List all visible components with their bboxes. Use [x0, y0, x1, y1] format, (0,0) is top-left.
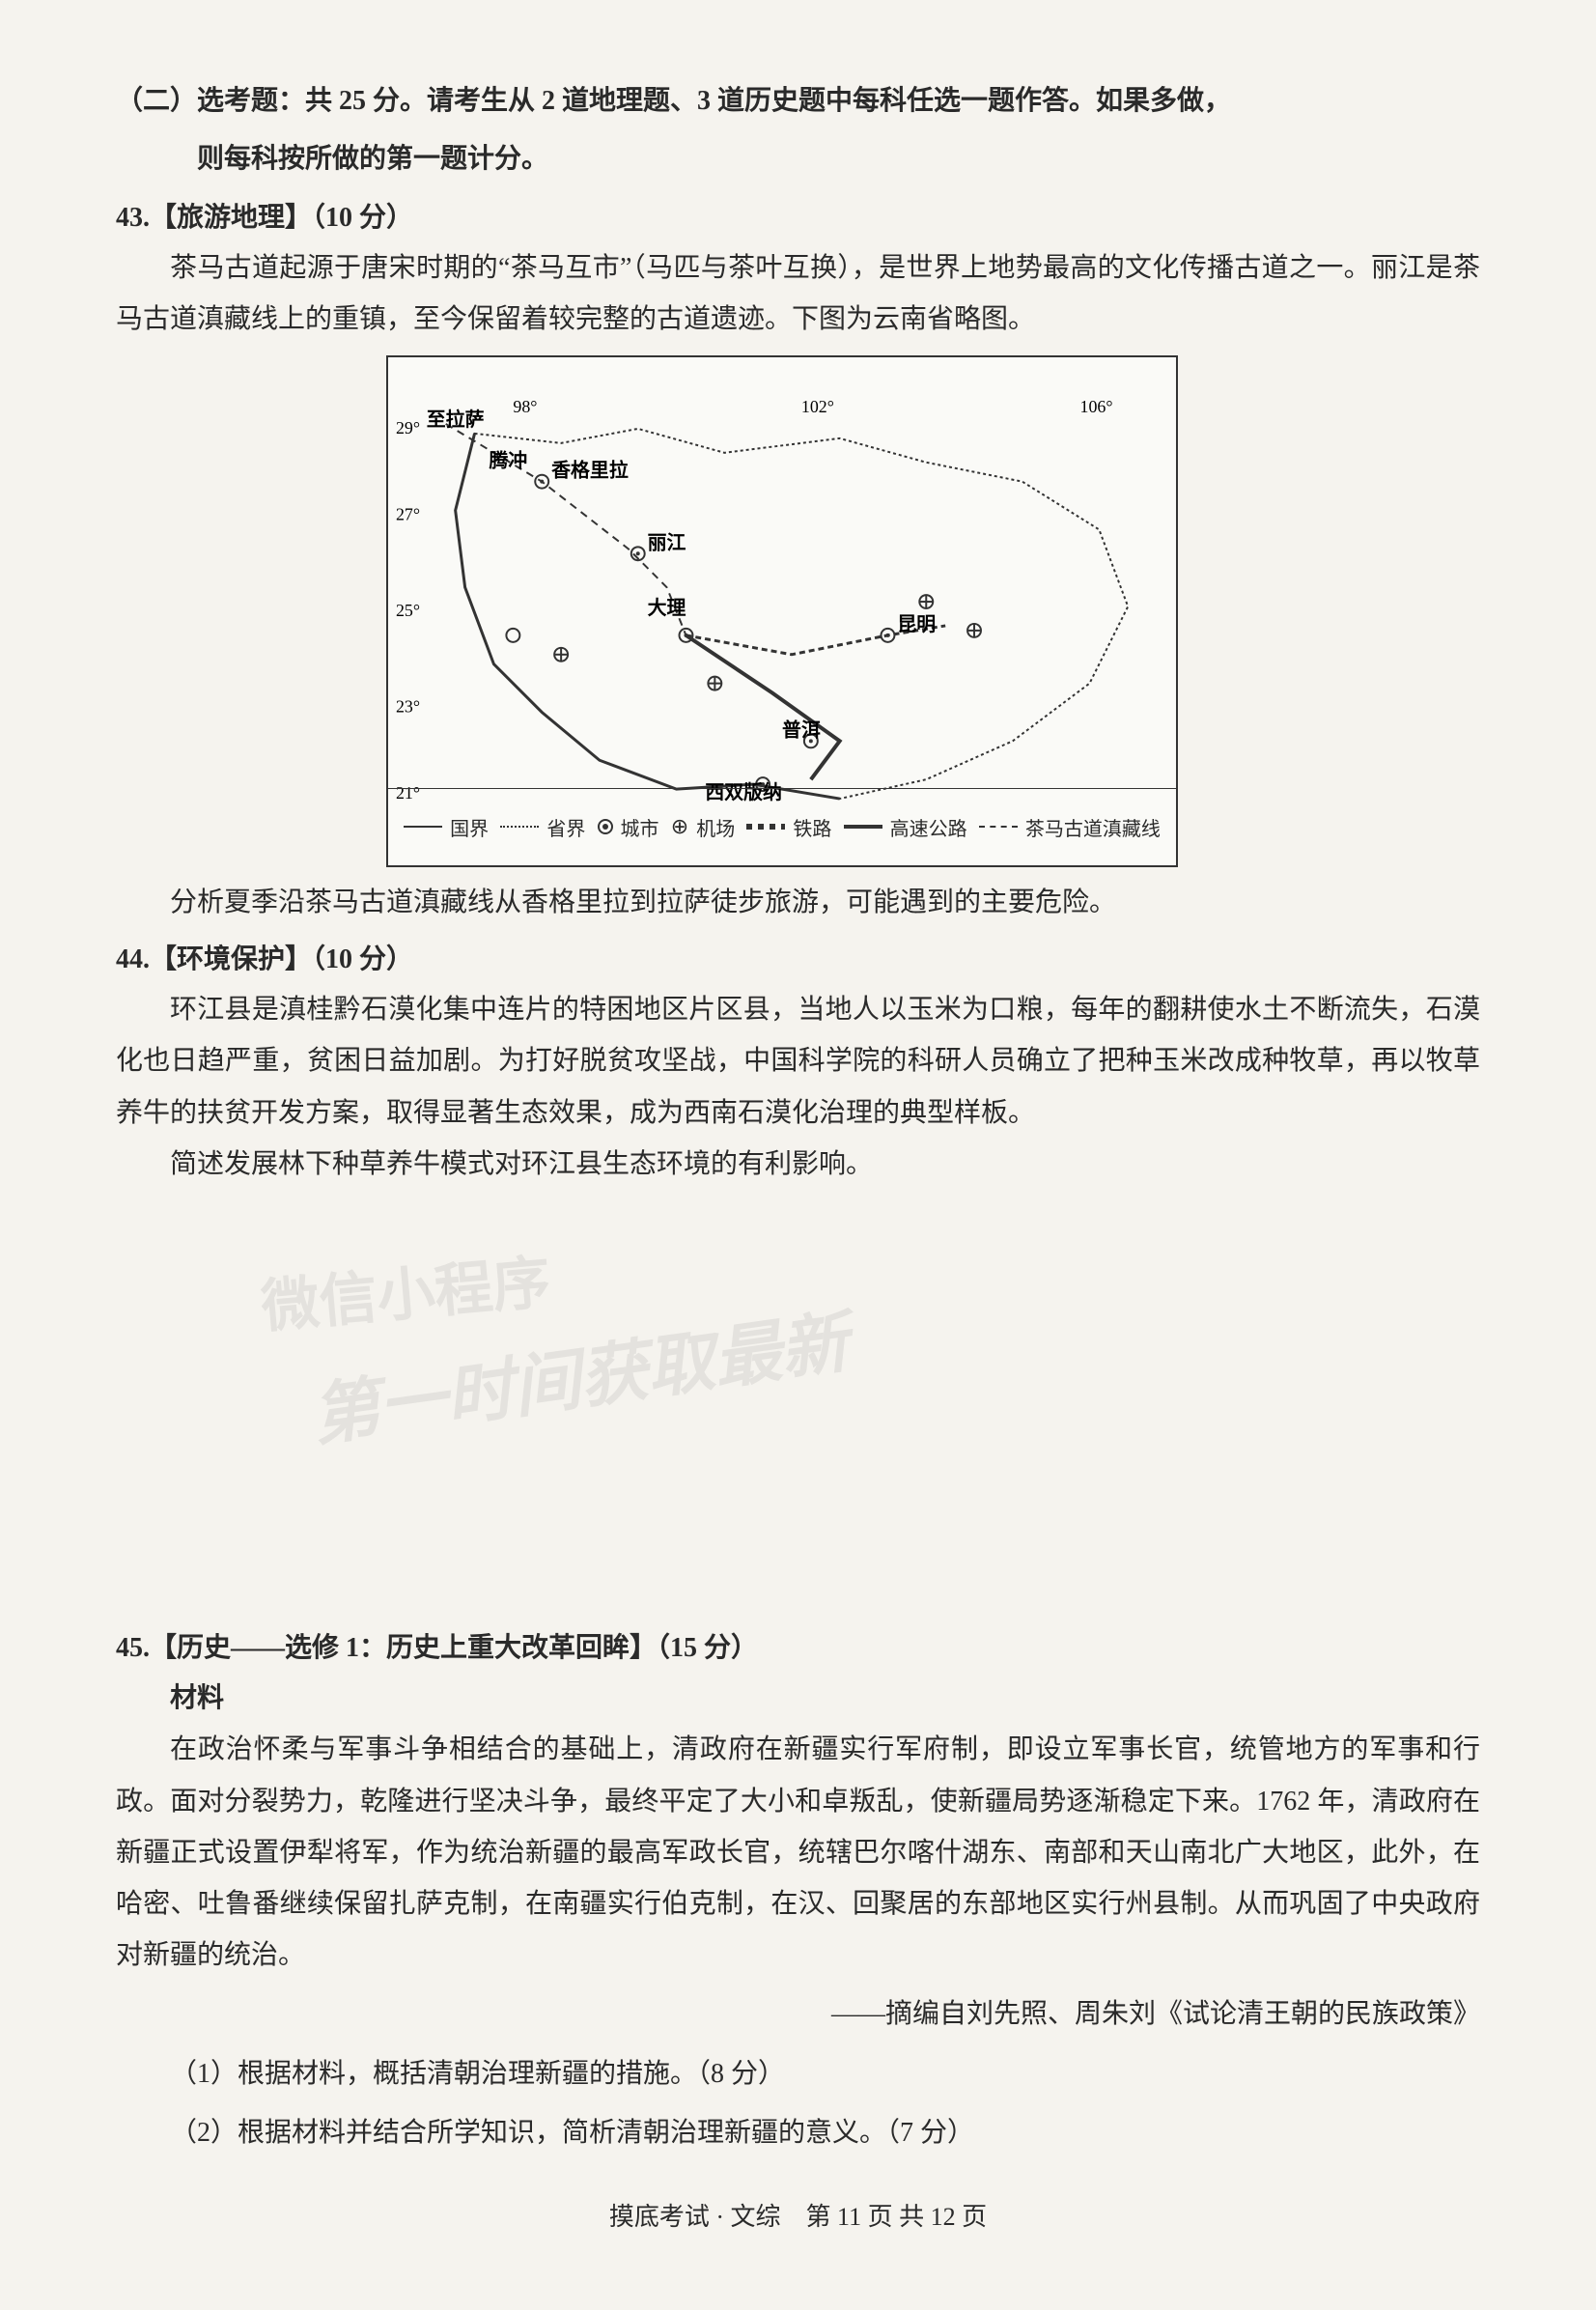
lat-label: 29°	[396, 417, 420, 437]
legend-rail-icon	[746, 824, 785, 830]
q45-citation: ——摘编自刘先照、周朱刘《试论清王朝的民族政策》	[116, 1988, 1480, 2040]
q45-material-label: 材料	[116, 1673, 1480, 1724]
city-label-lasa: 至拉萨	[427, 407, 485, 430]
legend-railway-label: 铁路	[793, 813, 831, 841]
lon-label: 98°	[513, 397, 537, 416]
q45-sub1: （1）根据材料，概括清朝治理新疆的措施。（8 分）	[116, 2048, 1480, 2099]
section-header: （二）选考题：共 25 分。请考生从 2 道地理题、3 道历史题中每科任选一题作…	[116, 77, 1480, 184]
legend-city-label: 城市	[621, 813, 659, 841]
city-marker	[684, 633, 687, 636]
question-44: 44.【环境保护】（10 分） 环江县是滇桂黔石漠化集中连片的特困地区片区县，当…	[116, 936, 1480, 1190]
watermark-region: 微信小程序 第一时间获取最新	[116, 1209, 1480, 1605]
legend-dashed-icon	[979, 826, 1018, 828]
question-43: 43.【旅游地理】（10 分） 茶马古道起源于唐宋时期的“茶马互市”（马匹与茶叶…	[116, 194, 1480, 928]
q44-title: 44.【环境保护】（10 分）	[116, 936, 1480, 984]
legend-highway-label: 高速公路	[890, 813, 967, 841]
lon-label: 102°	[801, 397, 834, 416]
lon-label: 106°	[1079, 397, 1112, 416]
city-label-shangri: 香格里拉	[551, 458, 629, 481]
q44-para1: 环江县是滇桂黔石漠化集中连片的特困地区片区县，当地人以玉米为口粮，每年的翻耕使水…	[116, 984, 1480, 1139]
lat-label: 23°	[396, 696, 420, 716]
city-marker	[540, 479, 544, 483]
highway	[686, 634, 839, 778]
q45-sub2: （2）根据材料并结合所学知识，简析清朝治理新疆的意义。（7 分）	[116, 2107, 1480, 2158]
city-label-dali: 大理	[648, 597, 686, 619]
legend-border: 国界	[404, 813, 489, 841]
question-45: 45.【历史——选修 1：历史上重大改革回眸】（15 分） 材料 在政治怀柔与军…	[116, 1624, 1480, 2158]
watermark-text-1: 微信小程序	[258, 1235, 553, 1344]
lat-label: 27°	[396, 504, 420, 523]
city-label-lijiang: 丽江	[648, 531, 686, 553]
legend-border-label: 国界	[450, 813, 489, 841]
city-label-puer: 普洱	[782, 718, 821, 741]
q43-title: 43.【旅游地理】（10 分）	[116, 194, 1480, 242]
legend-airport-label: 机场	[696, 813, 735, 841]
city-marker	[636, 551, 640, 555]
map-legend: 国界 省界 城市 ⊕ 机场 铁路 高速公路	[388, 788, 1176, 865]
legend-teahorse-label: 茶马古道滇藏线	[1025, 813, 1161, 841]
q45-para1: 在政治怀柔与军事斗争相结合的基础上，清政府在新疆实行军府制，即设立军事长官，统管…	[116, 1724, 1480, 1981]
legend-teahorse: 茶马古道滇藏线	[979, 813, 1161, 841]
q45-title: 45.【历史——选修 1：历史上重大改革回眸】（15 分）	[116, 1624, 1480, 1673]
legend-thick-line-icon	[844, 825, 882, 829]
legend-city: 城市	[598, 813, 659, 841]
legend-province-label: 省界	[546, 813, 585, 841]
q43-question: 分析夏季沿茶马古道滇藏线从香格里拉到拉萨徒步旅游，可能遇到的主要危险。	[116, 877, 1480, 928]
legend-highway: 高速公路	[844, 813, 967, 841]
city-label-kunming: 昆明	[897, 612, 936, 634]
city-label-tengchong: 腾冲	[489, 448, 527, 471]
page-footer: 摸底考试 · 文综 第 11 页 共 12 页	[116, 2197, 1480, 2233]
city-marker	[506, 628, 519, 641]
lat-label: 25°	[396, 601, 420, 620]
legend-circle-dot-icon	[598, 819, 613, 834]
airport-icon: ⊕	[671, 814, 688, 839]
section-header-line2: 则每科按所做的第一题计分。	[116, 135, 1480, 183]
legend-airport: ⊕ 机场	[671, 813, 735, 841]
map-figure: 98° 102° 106° 29° 27° 25° 23° 21°	[386, 355, 1178, 867]
city-marker	[885, 633, 889, 636]
legend-province: 省界	[500, 813, 585, 841]
province-border	[456, 428, 1129, 798]
legend-dotted-icon	[500, 826, 539, 828]
legend-line-icon	[404, 826, 442, 828]
q43-para1: 茶马古道起源于唐宋时期的“茶马互市”（马匹与茶叶互换），是世界上地势最高的文化传…	[116, 242, 1480, 345]
section-header-line1: （二）选考题：共 25 分。请考生从 2 道地理题、3 道历史题中每科任选一题作…	[116, 77, 1480, 126]
q44-question: 简述发展林下种草养牛模式对环江县生态环境的有利影响。	[116, 1139, 1480, 1190]
legend-railway: 铁路	[746, 813, 831, 841]
